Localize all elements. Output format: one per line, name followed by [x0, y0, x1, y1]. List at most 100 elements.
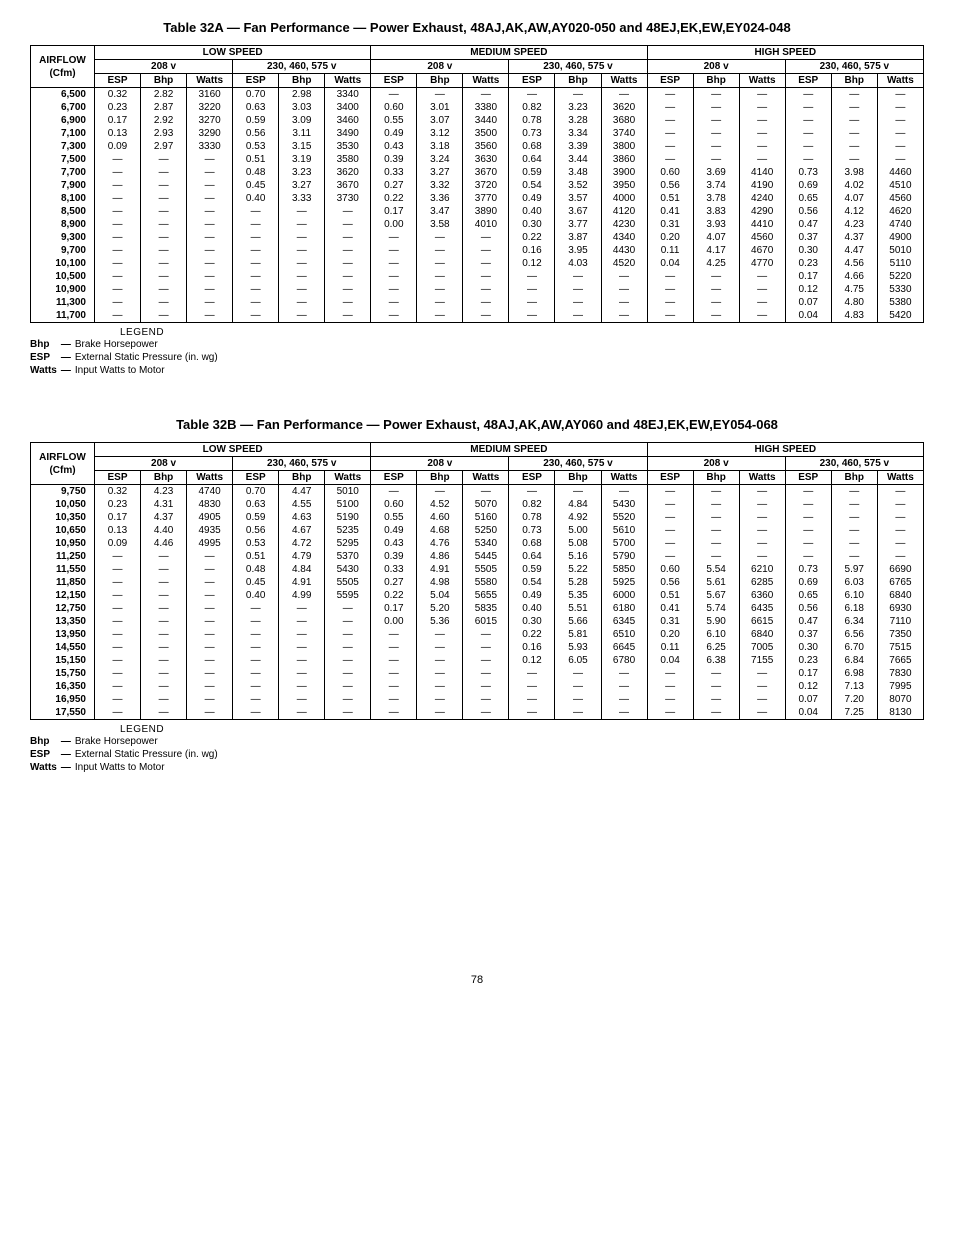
col-header: Bhp — [417, 74, 463, 88]
data-cell: — — [141, 654, 187, 667]
data-cell: 4.79 — [279, 550, 325, 563]
data-cell: 4620 — [877, 205, 923, 218]
data-cell: 0.59 — [233, 511, 279, 524]
data-cell: — — [233, 706, 279, 720]
data-cell: — — [417, 628, 463, 641]
data-cell: — — [371, 693, 417, 706]
data-cell: 0.65 — [785, 589, 831, 602]
data-cell: — — [739, 680, 785, 693]
data-cell: 4905 — [187, 511, 233, 524]
data-cell: 3500 — [463, 127, 509, 140]
airflow-header: AIRFLOW(Cfm) — [31, 443, 95, 485]
data-cell: — — [693, 140, 739, 153]
data-cell: — — [325, 602, 371, 615]
data-cell: — — [187, 283, 233, 296]
data-cell: — — [693, 706, 739, 720]
data-cell: — — [141, 589, 187, 602]
data-cell: — — [463, 680, 509, 693]
data-cell: 3.77 — [555, 218, 601, 231]
data-cell: 0.16 — [509, 641, 555, 654]
data-cell: — — [95, 296, 141, 309]
data-cell: 0.37 — [785, 628, 831, 641]
data-cell: 3.19 — [279, 153, 325, 166]
data-cell: 4.75 — [831, 283, 877, 296]
data-cell: 0.56 — [785, 602, 831, 615]
legend-table: Bhp—Brake HorsepowerESP—External Static … — [30, 338, 222, 377]
speed-header: HIGH SPEED — [647, 46, 923, 60]
data-cell: 4140 — [739, 166, 785, 179]
table-row: 10,100—————————0.124.0345200.044.2547700… — [31, 257, 924, 270]
data-cell: — — [647, 101, 693, 114]
data-cell: — — [233, 654, 279, 667]
data-cell: — — [233, 205, 279, 218]
data-cell: 0.49 — [509, 192, 555, 205]
data-cell: 0.60 — [647, 563, 693, 576]
data-cell: — — [693, 309, 739, 323]
data-cell: — — [739, 283, 785, 296]
table-row: 10,6500.134.4049350.564.6752350.494.6852… — [31, 524, 924, 537]
data-cell: 5235 — [325, 524, 371, 537]
data-cell: 6.05 — [555, 654, 601, 667]
legend-desc: External Static Pressure (in. wg) — [75, 748, 222, 761]
data-cell: — — [877, 88, 923, 102]
data-cell: 0.41 — [647, 205, 693, 218]
airflow-cell: 8,900 — [31, 218, 95, 231]
data-cell: 3800 — [601, 140, 647, 153]
data-cell: — — [417, 283, 463, 296]
col-header: ESP — [647, 471, 693, 485]
data-cell: 5010 — [325, 485, 371, 499]
volt-header: 208 v — [95, 60, 233, 74]
data-cell: 6.56 — [831, 628, 877, 641]
table-row: 11,850———0.454.9155050.274.9855800.545.2… — [31, 576, 924, 589]
data-cell: — — [463, 283, 509, 296]
legend-sep: — — [61, 364, 75, 377]
data-cell: — — [785, 114, 831, 127]
data-cell: 4.23 — [141, 485, 187, 499]
col-header: Watts — [325, 471, 371, 485]
data-cell: — — [739, 127, 785, 140]
data-cell: 7350 — [877, 628, 923, 641]
data-cell: — — [279, 283, 325, 296]
data-cell: 6615 — [739, 615, 785, 628]
data-cell: 3.47 — [417, 205, 463, 218]
data-cell: 3.03 — [279, 101, 325, 114]
col-header: ESP — [95, 74, 141, 88]
airflow-cell: 7,100 — [31, 127, 95, 140]
data-cell: 5.90 — [693, 615, 739, 628]
data-cell: 0.60 — [371, 101, 417, 114]
legend-abbr: Bhp — [30, 735, 61, 748]
data-cell: — — [555, 296, 601, 309]
data-cell: — — [555, 706, 601, 720]
data-cell: — — [279, 706, 325, 720]
data-cell: — — [279, 602, 325, 615]
data-cell: 3270 — [187, 114, 233, 127]
data-cell: 5.16 — [555, 550, 601, 563]
volt-header: 208 v — [371, 457, 509, 471]
data-cell: — — [233, 641, 279, 654]
table-row: 10,9500.094.4649950.534.7252950.434.7653… — [31, 537, 924, 550]
data-cell: — — [95, 550, 141, 563]
legend-desc: Input Watts to Motor — [75, 364, 222, 377]
data-cell: 3.83 — [693, 205, 739, 218]
data-cell: — — [371, 309, 417, 323]
airflow-cell: 11,850 — [31, 576, 95, 589]
data-cell: 3340 — [325, 88, 371, 102]
table-row: 8,500——————0.173.4738900.403.6741200.413… — [31, 205, 924, 218]
data-cell: 6210 — [739, 563, 785, 576]
data-cell: — — [325, 244, 371, 257]
data-cell: 4.83 — [831, 309, 877, 323]
data-cell: 3630 — [463, 153, 509, 166]
data-cell: 5220 — [877, 270, 923, 283]
data-cell: — — [371, 257, 417, 270]
data-cell: 2.93 — [141, 127, 187, 140]
data-cell: — — [647, 524, 693, 537]
data-cell: 0.23 — [785, 257, 831, 270]
data-cell: 7.25 — [831, 706, 877, 720]
data-cell: — — [233, 667, 279, 680]
data-cell: 0.59 — [233, 114, 279, 127]
data-cell: 6840 — [739, 628, 785, 641]
data-cell: 5.93 — [555, 641, 601, 654]
data-cell: 0.20 — [647, 231, 693, 244]
data-cell: — — [739, 114, 785, 127]
data-cell: 0.64 — [509, 550, 555, 563]
